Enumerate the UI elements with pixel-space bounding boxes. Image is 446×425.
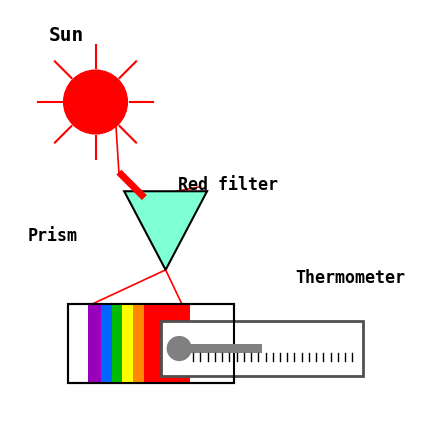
Bar	[112, 304, 122, 382]
Bar	[133, 304, 144, 382]
Bar	[144, 304, 190, 382]
Text: Sun: Sun	[49, 26, 84, 45]
Polygon shape	[124, 191, 207, 270]
Bar	[101, 304, 112, 382]
Bar	[161, 321, 363, 376]
Circle shape	[167, 337, 191, 360]
Bar	[88, 304, 101, 382]
Circle shape	[64, 70, 128, 134]
Bar	[191, 344, 262, 353]
Bar	[68, 304, 234, 382]
Text: Prism: Prism	[28, 227, 78, 245]
Text: Red filter: Red filter	[178, 176, 278, 194]
Bar	[122, 304, 133, 382]
Bar	[68, 304, 234, 382]
Text: Thermometer: Thermometer	[295, 269, 405, 287]
